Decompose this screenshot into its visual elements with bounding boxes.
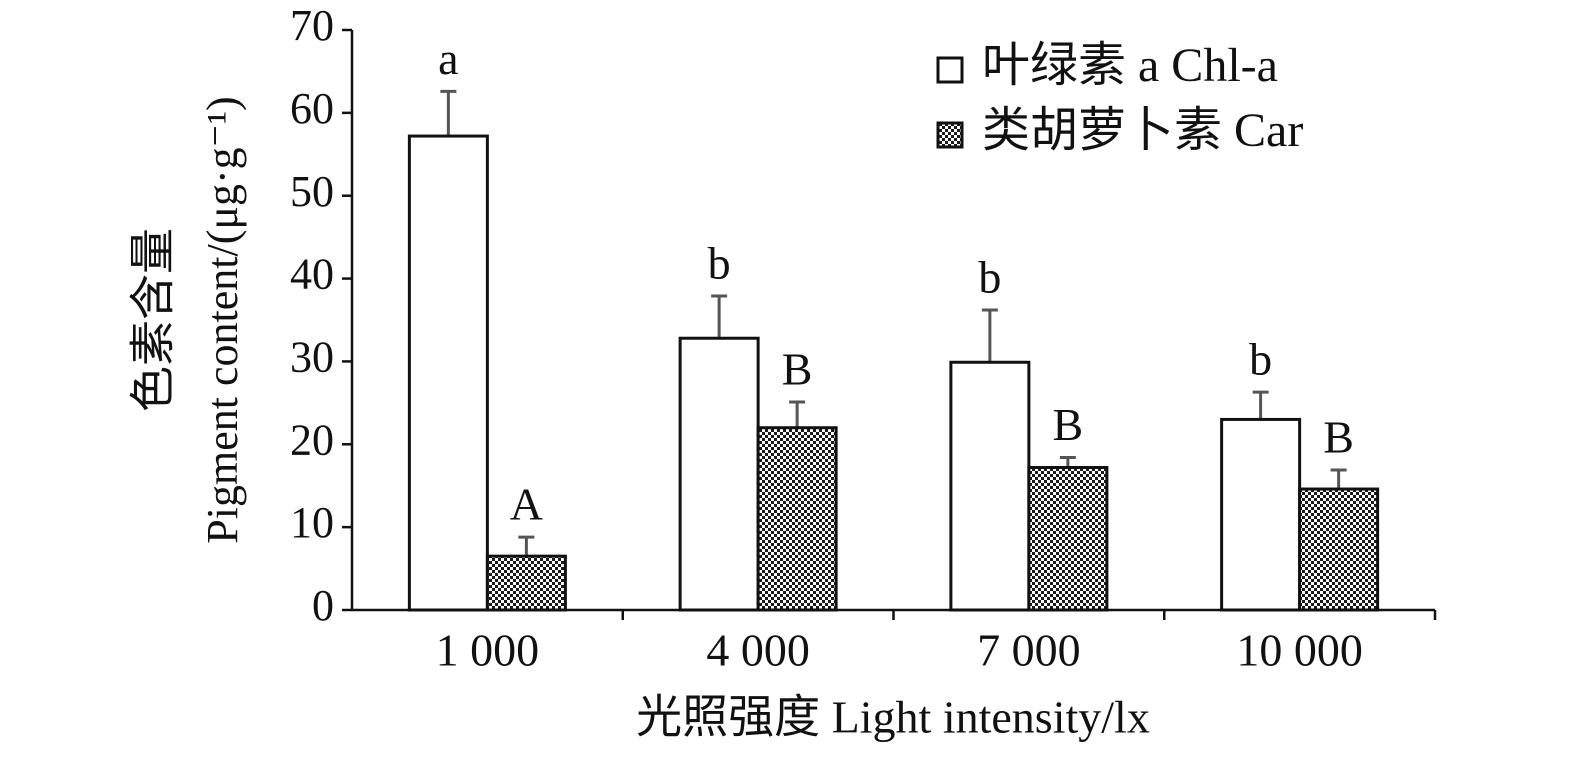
significance-letter: B [782, 344, 813, 395]
bar [756, 426, 838, 612]
x-axis-title: 光照强度 Light intensity/lx [636, 692, 1150, 743]
x-tick-label: 1 000 [436, 625, 540, 676]
y-tick-label: 20 [290, 415, 334, 464]
legend-swatch [936, 56, 964, 84]
legend-label: 类胡萝卜素 Car [982, 104, 1303, 157]
x-tick-label: 7 000 [977, 625, 1081, 676]
y-tick-label: 30 [290, 333, 334, 382]
x-tick-label: 10 000 [1236, 625, 1363, 676]
y-tick-label: 0 [312, 581, 334, 630]
bar [407, 134, 489, 612]
significance-letter: b [978, 252, 1001, 303]
significance-letter: a [438, 33, 458, 84]
legend-label: 叶绿素 a Chl-a [982, 39, 1278, 92]
y-tick-label: 70 [290, 1, 334, 50]
x-tick-label: 4 000 [706, 625, 810, 676]
bar [949, 360, 1031, 612]
significance-letter: B [1323, 412, 1354, 463]
bar [485, 554, 567, 612]
significance-letter: B [1053, 399, 1084, 450]
bar [678, 336, 760, 612]
y-tick-label: 60 [290, 84, 334, 133]
y-axis-title: 色素含量 [128, 228, 179, 412]
y-axis-title: Pigment content/(μg·g⁻¹) [198, 96, 247, 543]
y-tick-label: 40 [290, 250, 334, 299]
y-tick-label: 10 [290, 498, 334, 547]
y-tick-label: 50 [290, 167, 334, 216]
bar [1027, 465, 1109, 612]
significance-letter: b [1249, 334, 1272, 385]
bar [1298, 487, 1380, 612]
bar [1220, 417, 1302, 612]
significance-letter: A [510, 479, 543, 530]
significance-letter: b [708, 238, 731, 289]
legend-swatch [936, 121, 964, 149]
